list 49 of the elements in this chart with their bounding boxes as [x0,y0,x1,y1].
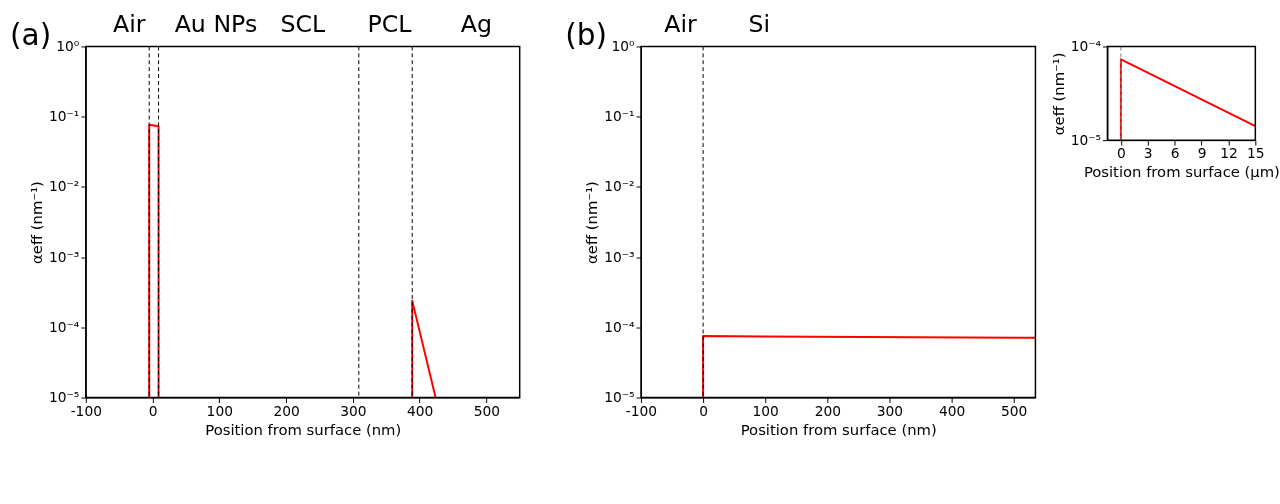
y-tick-label: 10⁻⁴ [604,318,636,335]
y-tick-label: 10⁻² [604,178,635,195]
x-axis-title: Position from surface (nm) [205,420,402,438]
x-tick-label: -100 [70,402,102,419]
y-tick-label: 10⁻³ [604,248,635,265]
x-tick-label: -100 [625,402,658,419]
text: SCL [280,9,326,38]
x-tick-label: 12 [1220,145,1238,162]
y-tick-label: 10⁻² [49,178,80,195]
y-tick-label: 10⁻¹ [49,108,80,125]
x-tick-label: 300 [876,402,904,419]
y-tick-label: 10⁻⁴ [1070,37,1102,54]
x-tick-label: 400 [406,402,434,419]
y-tick-label: 10⁰ [56,37,80,54]
x-axis-title: Position from surface (µm) [1083,163,1280,181]
text: Air [112,9,146,38]
x-tick-label: 6 [1170,145,1180,162]
chart-title: (a) [10,17,52,52]
y-axis-title: αeff (nm⁻¹) [1049,52,1067,136]
y-tick-label: 10⁻⁵ [604,388,635,405]
y-tick-label: 10⁻³ [49,248,80,265]
x-tick-label: 0 [699,402,708,419]
text: Au NPs [174,9,258,38]
y-axis-title: αeff (nm⁻¹) [28,181,46,264]
x-tick-label: 500 [473,402,500,419]
x-tick-label: 0 [148,402,158,419]
x-tick-label: 200 [273,402,300,419]
text: Air [664,9,697,38]
y-tick-label: 10⁰ [611,37,636,54]
y-tick-label: 10⁻⁵ [1070,131,1102,148]
x-tick-label: 3 [1143,145,1153,162]
y-tick-label: 10⁻⁵ [49,388,80,405]
text: Ag [460,9,492,38]
x-tick-label: 100 [206,402,233,419]
x-tick-label: 0 [1116,145,1126,162]
x-tick-label: 300 [340,402,367,419]
x-tick-label: 500 [1001,402,1028,419]
x-tick-label: 9 [1197,145,1207,162]
y-axis-title: αeff (nm⁻¹) [583,181,601,264]
text: Si [748,9,771,38]
x-axis-title: Position from surface (nm) [740,420,937,438]
x-tick-label: 400 [938,402,966,419]
chart-title: (b) [565,17,608,52]
y-tick-label: 10⁻⁴ [49,318,80,335]
y-tick-label: 10⁻¹ [604,108,635,125]
x-tick-label: 200 [814,402,842,419]
x-tick-label: 15 [1247,145,1265,162]
x-tick-label: 100 [752,402,779,419]
text: PCL [367,9,413,38]
